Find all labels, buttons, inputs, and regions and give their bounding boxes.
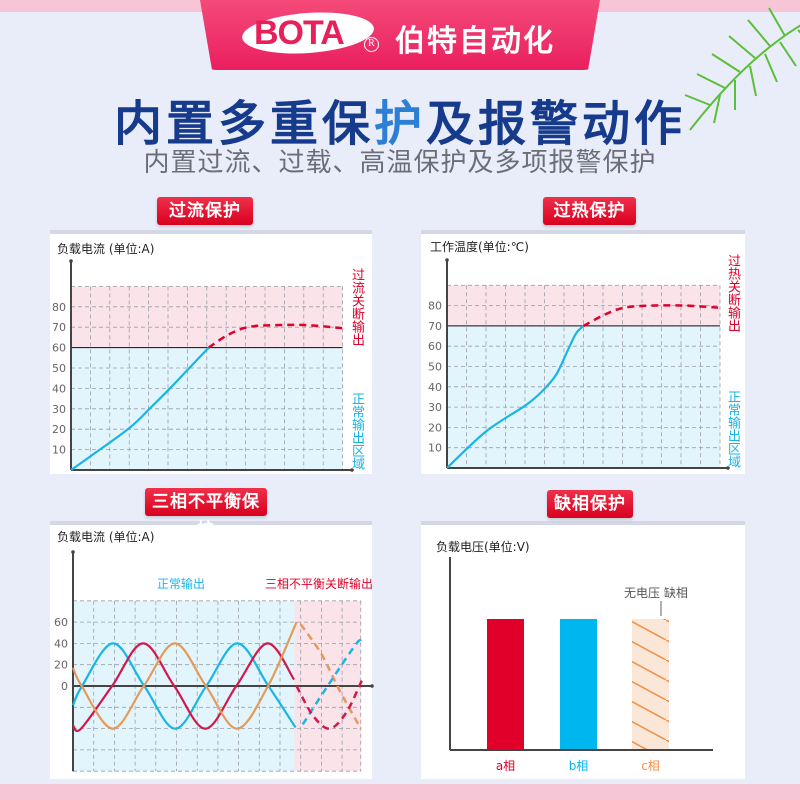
y-axis-label-overheat: 工作温度(单位:℃) <box>430 240 529 254</box>
y-tick-label: 40 <box>428 381 442 394</box>
title-part: 内置多重保 <box>113 96 374 152</box>
series-line-1 <box>72 642 296 733</box>
series-line-0 <box>446 325 585 469</box>
chart-0: 10 20 30 40 50 60 70 80 <box>52 259 354 472</box>
chart-2: 0 20 40 60 <box>54 550 374 772</box>
x-axis-arrow <box>350 468 354 472</box>
y-tick-label: 20 <box>428 421 442 434</box>
zone-label-normal: 正常输出 <box>157 577 206 591</box>
x-tick-label: b相 <box>569 759 589 773</box>
y-tick-label: 20 <box>52 423 66 436</box>
y-axis-arrow <box>71 550 75 554</box>
y-tick-label: 10 <box>428 442 442 455</box>
y-tick-label: 60 <box>54 616 68 629</box>
y-tick-label: 0 <box>61 680 68 693</box>
series-line-2 <box>71 621 298 730</box>
series-line-5 <box>295 680 363 730</box>
tag-overcurrent: 过流保护 <box>157 197 253 225</box>
y-tick-label: 30 <box>52 403 66 416</box>
y-tick-label: 30 <box>428 401 442 414</box>
y-tick-label: 20 <box>54 659 68 672</box>
zone-label-normal: 正常输出区域 <box>349 392 364 470</box>
y-tick-label: 40 <box>52 382 66 395</box>
title-part: 及报警动作 <box>426 96 687 152</box>
logo-text: BOTA <box>254 14 345 52</box>
y-axis-label-imbalance: 负载电流 (单位:A) <box>57 530 155 544</box>
bottom-strip <box>0 784 800 800</box>
y-tick-label: 40 <box>54 637 68 650</box>
y-axis-arrow <box>445 258 449 262</box>
bar-0 <box>487 619 524 750</box>
x-axis-arrow <box>370 684 374 688</box>
y-tick-label: 80 <box>52 301 66 314</box>
y-tick-label: 10 <box>52 444 66 457</box>
x-tick-label: c相 <box>641 759 660 773</box>
zone-label-trip: 过热关断输出 <box>725 254 740 332</box>
annotation-no-voltage: 无电压 缺相 <box>624 586 688 600</box>
page-title: 内置多重保护及报警动作 <box>0 84 800 154</box>
y-axis-arrow <box>69 259 73 263</box>
series-line-4 <box>301 639 362 726</box>
y-axis-label-overcurrent: 负载电流 (单位:A) <box>57 242 155 256</box>
y-tick-label: 60 <box>428 340 442 353</box>
y-tick-label: 60 <box>52 342 66 355</box>
series-line-0 <box>71 642 297 730</box>
x-axis-arrow <box>726 466 730 470</box>
registered-mark: R <box>364 37 379 52</box>
chart-3: a相 b相 c相 <box>449 557 713 773</box>
series-line-3 <box>299 623 362 730</box>
title-highlight: 护 <box>373 96 426 152</box>
y-tick-label: 70 <box>428 320 442 333</box>
series-line-1 <box>582 304 719 328</box>
tag-phase-loss: 缺相保护 <box>547 490 633 518</box>
zone-label-normal: 正常输出区域 <box>725 390 740 468</box>
y-tick-label: 70 <box>52 321 66 334</box>
palm-leaf-decoration <box>684 7 800 131</box>
x-tick-label: a相 <box>496 759 515 773</box>
page-subtitle: 内置过流、过载、高温保护及多项报警保护 <box>143 148 657 178</box>
tag-imbalance: 三相不平衡保护 <box>145 488 267 540</box>
y-tick-label: 50 <box>52 362 66 375</box>
tag-overheat: 过热保护 <box>543 197 636 225</box>
bar-1 <box>560 619 597 750</box>
zone-label-trip: 过流关断输出 <box>349 268 364 346</box>
brand-name: 伯特自动化 <box>395 24 555 59</box>
zone-label-trip: 三相不平衡关断输出 <box>265 577 374 591</box>
y-tick-label: 80 <box>428 300 442 313</box>
chart-1: 10 20 30 40 50 60 70 80 <box>428 258 730 470</box>
series-line-0 <box>70 346 210 471</box>
bar-missing-2 <box>632 619 669 750</box>
y-tick-label: 50 <box>428 361 442 374</box>
y-axis-label-phase-loss: 负载电压(单位:V) <box>436 540 530 554</box>
